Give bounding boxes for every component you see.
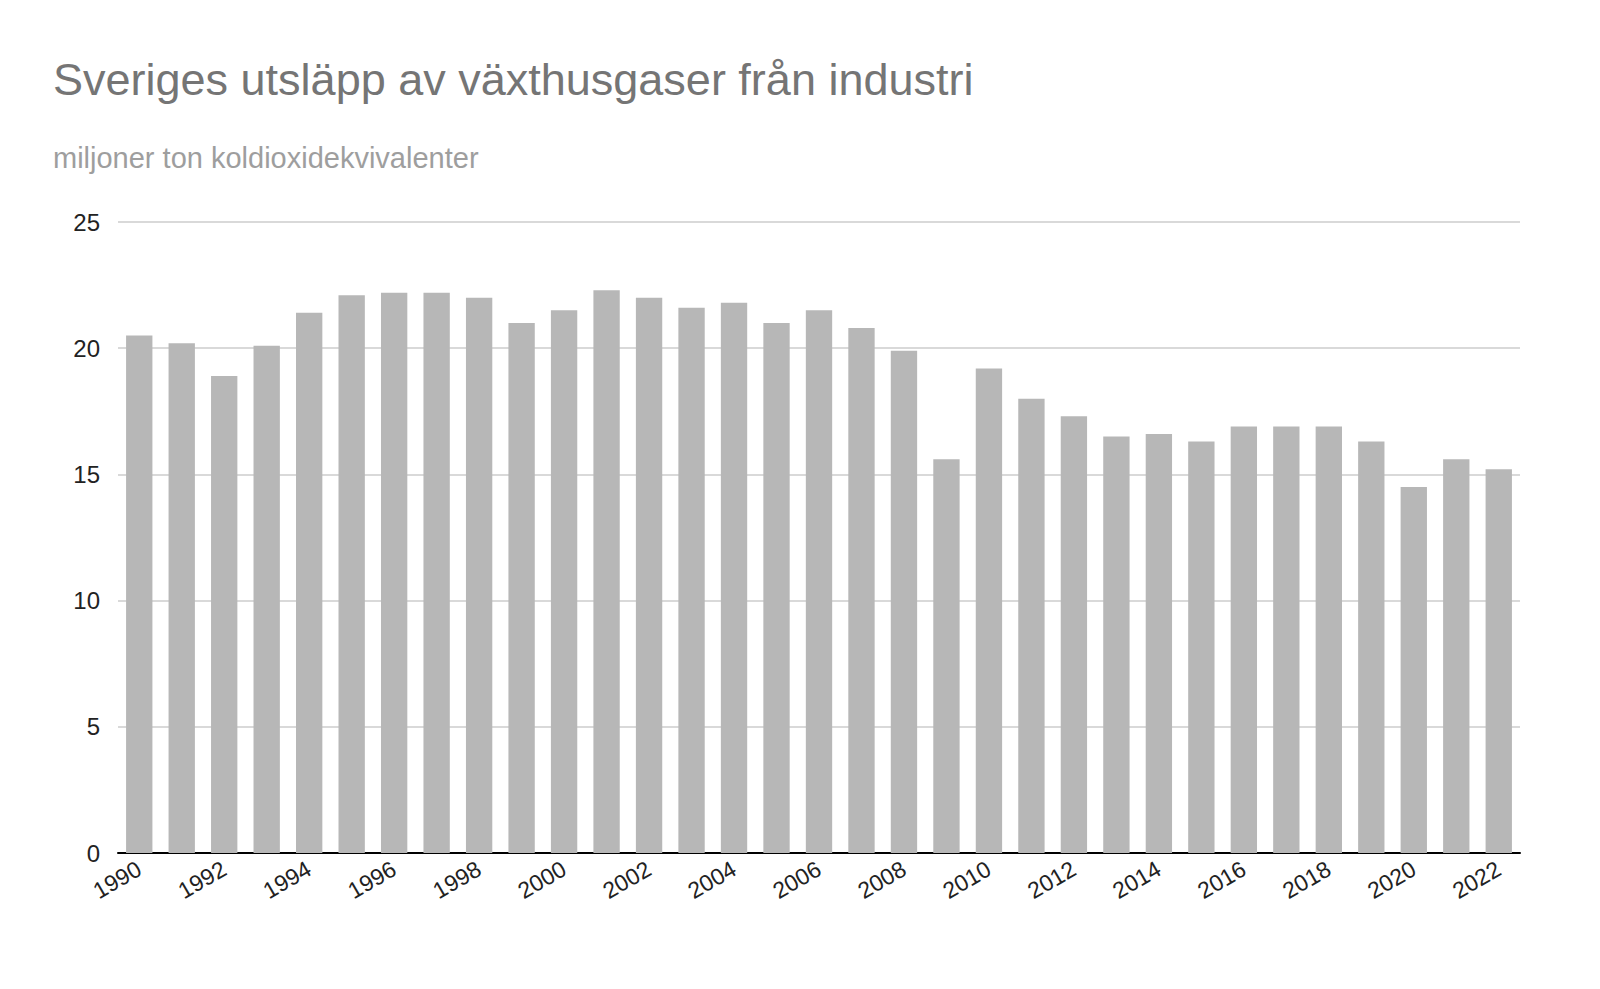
svg-text:2022: 2022 — [1448, 856, 1505, 904]
svg-text:1998: 1998 — [428, 856, 485, 904]
svg-text:Sveriges utsläpp av växthusgas: Sveriges utsläpp av växthusgaser från in… — [53, 54, 973, 105]
svg-text:2016: 2016 — [1193, 856, 1250, 904]
svg-text:2006: 2006 — [768, 856, 825, 904]
svg-text:20: 20 — [73, 335, 100, 362]
svg-text:2004: 2004 — [683, 856, 740, 904]
svg-text:2018: 2018 — [1278, 856, 1335, 904]
svg-text:15: 15 — [73, 461, 100, 488]
svg-text:1990: 1990 — [88, 856, 145, 904]
svg-text:1994: 1994 — [258, 856, 315, 904]
svg-text:2002: 2002 — [598, 856, 655, 904]
svg-text:0: 0 — [87, 840, 100, 867]
svg-text:2012: 2012 — [1023, 856, 1080, 904]
svg-text:5: 5 — [87, 713, 100, 740]
svg-text:1992: 1992 — [173, 856, 230, 904]
svg-text:2000: 2000 — [513, 856, 570, 904]
svg-text:25: 25 — [73, 209, 100, 236]
svg-text:miljoner ton koldioxidekvivale: miljoner ton koldioxidekvivalenter — [53, 142, 479, 174]
svg-text:2010: 2010 — [938, 856, 995, 904]
svg-text:1996: 1996 — [343, 856, 400, 904]
svg-text:2014: 2014 — [1108, 856, 1165, 904]
svg-text:2020: 2020 — [1363, 856, 1420, 904]
svg-text:2008: 2008 — [853, 856, 910, 904]
svg-text:10: 10 — [73, 587, 100, 614]
